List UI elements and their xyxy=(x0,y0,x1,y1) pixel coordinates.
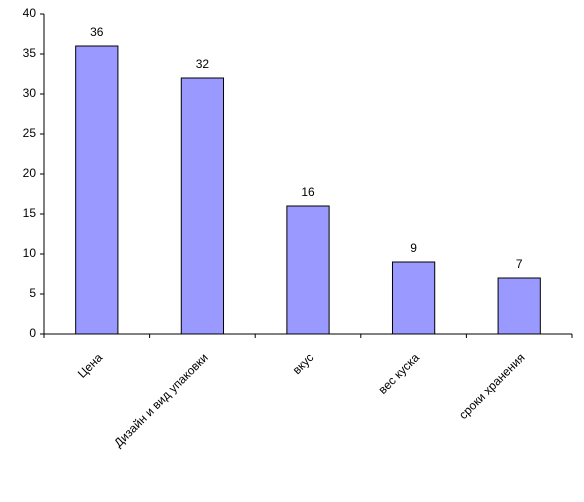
x-tick-label: сроки хранения xyxy=(456,350,528,422)
data-label: 32 xyxy=(196,57,210,71)
y-tick-label: 20 xyxy=(23,166,37,180)
bar xyxy=(497,277,541,335)
bar xyxy=(286,205,330,335)
y-tick-label: 35 xyxy=(23,46,37,60)
y-tick-label: 25 xyxy=(23,126,37,140)
bar xyxy=(75,45,119,335)
data-label: 9 xyxy=(410,241,417,255)
y-tick-label: 30 xyxy=(23,86,37,100)
x-tick-label: вес куска xyxy=(376,350,423,397)
y-tick-label: 5 xyxy=(29,286,36,300)
y-tick-label: 15 xyxy=(23,206,37,220)
y-tick-label: 0 xyxy=(29,326,36,340)
data-label: 16 xyxy=(301,185,315,199)
data-label: 36 xyxy=(90,25,104,39)
y-tick-label: 10 xyxy=(23,246,37,260)
data-label: 7 xyxy=(516,257,523,271)
y-tick-label: 40 xyxy=(23,6,37,20)
bar xyxy=(391,261,436,335)
x-tick-label: Цена xyxy=(75,350,106,381)
x-tick-label: вкус xyxy=(290,350,317,377)
x-tick-label: Дизайн и вид упаковки xyxy=(111,350,210,449)
bar xyxy=(180,77,225,335)
